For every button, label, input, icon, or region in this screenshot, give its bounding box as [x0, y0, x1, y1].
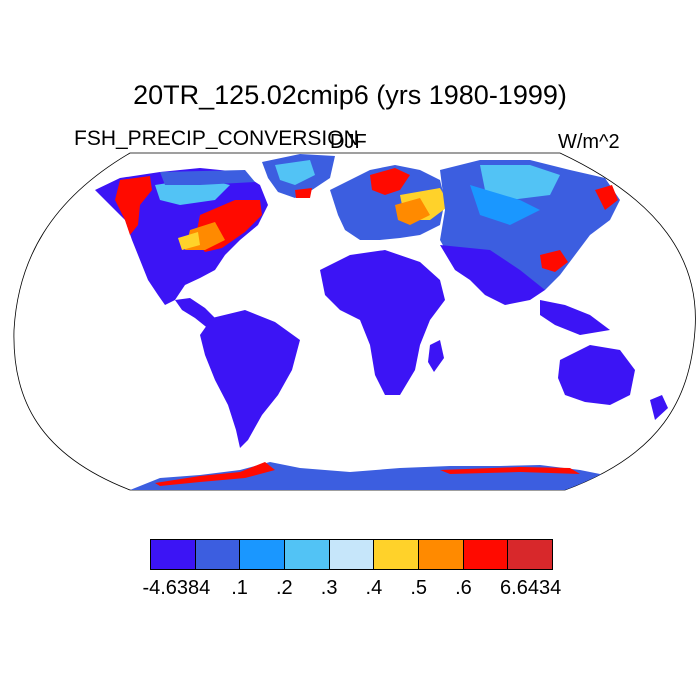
south-america: [200, 310, 300, 448]
kamchatka-hot: [595, 185, 618, 210]
colorbar-label-2: .2: [275, 577, 293, 599]
africa: [320, 250, 445, 395]
siberia-cyan: [470, 185, 540, 225]
southeast-asia: [540, 300, 610, 335]
north-america-west-coast: [115, 176, 152, 235]
asia-south: [440, 245, 545, 305]
colorbar: [150, 539, 553, 570]
scandinavia-hot: [370, 168, 410, 195]
colorbar-box-2: [240, 540, 286, 569]
europe-warm: [395, 198, 430, 225]
colorbar-box-3: [285, 540, 330, 569]
plot-title: 20TR_125.02cmip6 (yrs 1980-1999): [133, 80, 567, 110]
antarctica-coast-hot: [155, 462, 275, 486]
madagascar: [428, 340, 444, 372]
colorbar-label-5: .5: [410, 577, 427, 599]
australia: [558, 345, 635, 405]
greenland-coast-hot: [295, 188, 312, 198]
colorbar-box-6: [419, 540, 464, 569]
colorbar-box-4: [329, 540, 375, 569]
central-america: [175, 298, 220, 330]
units-label: W/m^2: [558, 131, 620, 153]
colorbar-box-5: [374, 540, 420, 569]
colorbar-label-0: -4.6384: [142, 577, 211, 599]
canada-mid: [160, 170, 255, 185]
colorbar-label-1: .1: [231, 577, 248, 599]
new-zealand: [650, 395, 668, 420]
colorbar-box-0: [151, 540, 196, 569]
colorbar-box-8: [508, 540, 553, 569]
variable-name: FSH_PRECIP_CONVERSION: [74, 127, 359, 150]
north-america-yellow: [178, 232, 200, 250]
colorbar-box-7: [463, 540, 509, 569]
greenland-light: [275, 160, 315, 185]
colorbar-label-3: .3: [320, 577, 338, 599]
siberia-light: [480, 165, 560, 200]
colorbar-label-6: .6: [455, 577, 472, 599]
season-label: DJF: [330, 131, 367, 153]
colorbar-label-7: 6.6434: [500, 577, 562, 599]
colorbar-label-4: .4: [365, 577, 383, 599]
east-asia-hot: [540, 250, 568, 272]
colorbar-box-1: [195, 540, 241, 569]
antarctica-coast-hot-east: [440, 467, 580, 474]
